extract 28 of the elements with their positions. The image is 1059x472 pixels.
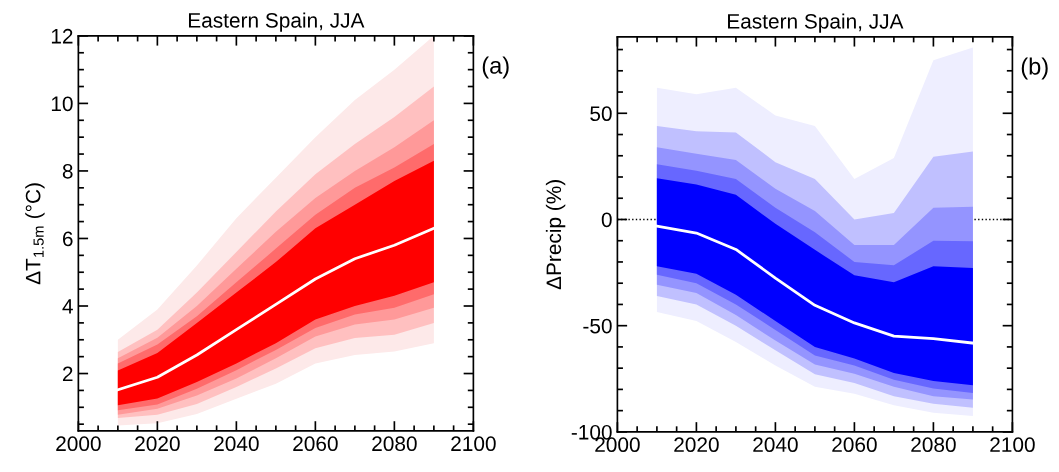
chart-title: Eastern Spain, JJA (728, 13, 904, 33)
x-tick-label: 2100 (451, 436, 496, 452)
x-tick-label: 2060 (293, 436, 338, 452)
x-tick-label: 2100 (990, 437, 1035, 453)
text: (b) (1021, 57, 1048, 80)
chart-title: Eastern Spain, JJA (188, 12, 365, 32)
y-tick-label: 4 (62, 299, 73, 314)
y-tick-label: -50 (583, 318, 612, 334)
text: (a) (482, 56, 509, 79)
y-axis-title: ΔPrecip (%) (545, 180, 566, 290)
x-tick-label: 2060 (832, 437, 877, 453)
y-tick-label: 10 (51, 96, 73, 112)
x-tick-label: 2000 (56, 436, 101, 452)
line-series (655, 224, 975, 345)
y-tick-label: 6 (62, 231, 73, 247)
x-tick-label: 2040 (753, 437, 798, 453)
y-tick-label: 12 (51, 28, 73, 44)
y-tick-label: 2 (62, 366, 73, 382)
x-tick-label: 2040 (214, 436, 259, 452)
y-tick-label: 50 (590, 106, 612, 122)
x-tick-label: 2080 (372, 436, 417, 452)
x-tick-label: 2080 (911, 437, 956, 453)
y-tick-label: 0 (601, 212, 612, 228)
line-series (116, 226, 436, 392)
y-tick-label: 8 (62, 163, 73, 179)
x-tick-label: 2020 (135, 436, 180, 452)
x-tick-label: 2020 (674, 437, 719, 453)
y-axis-title: ΔT$_{1.5m}$ (°C) (25, 183, 45, 285)
